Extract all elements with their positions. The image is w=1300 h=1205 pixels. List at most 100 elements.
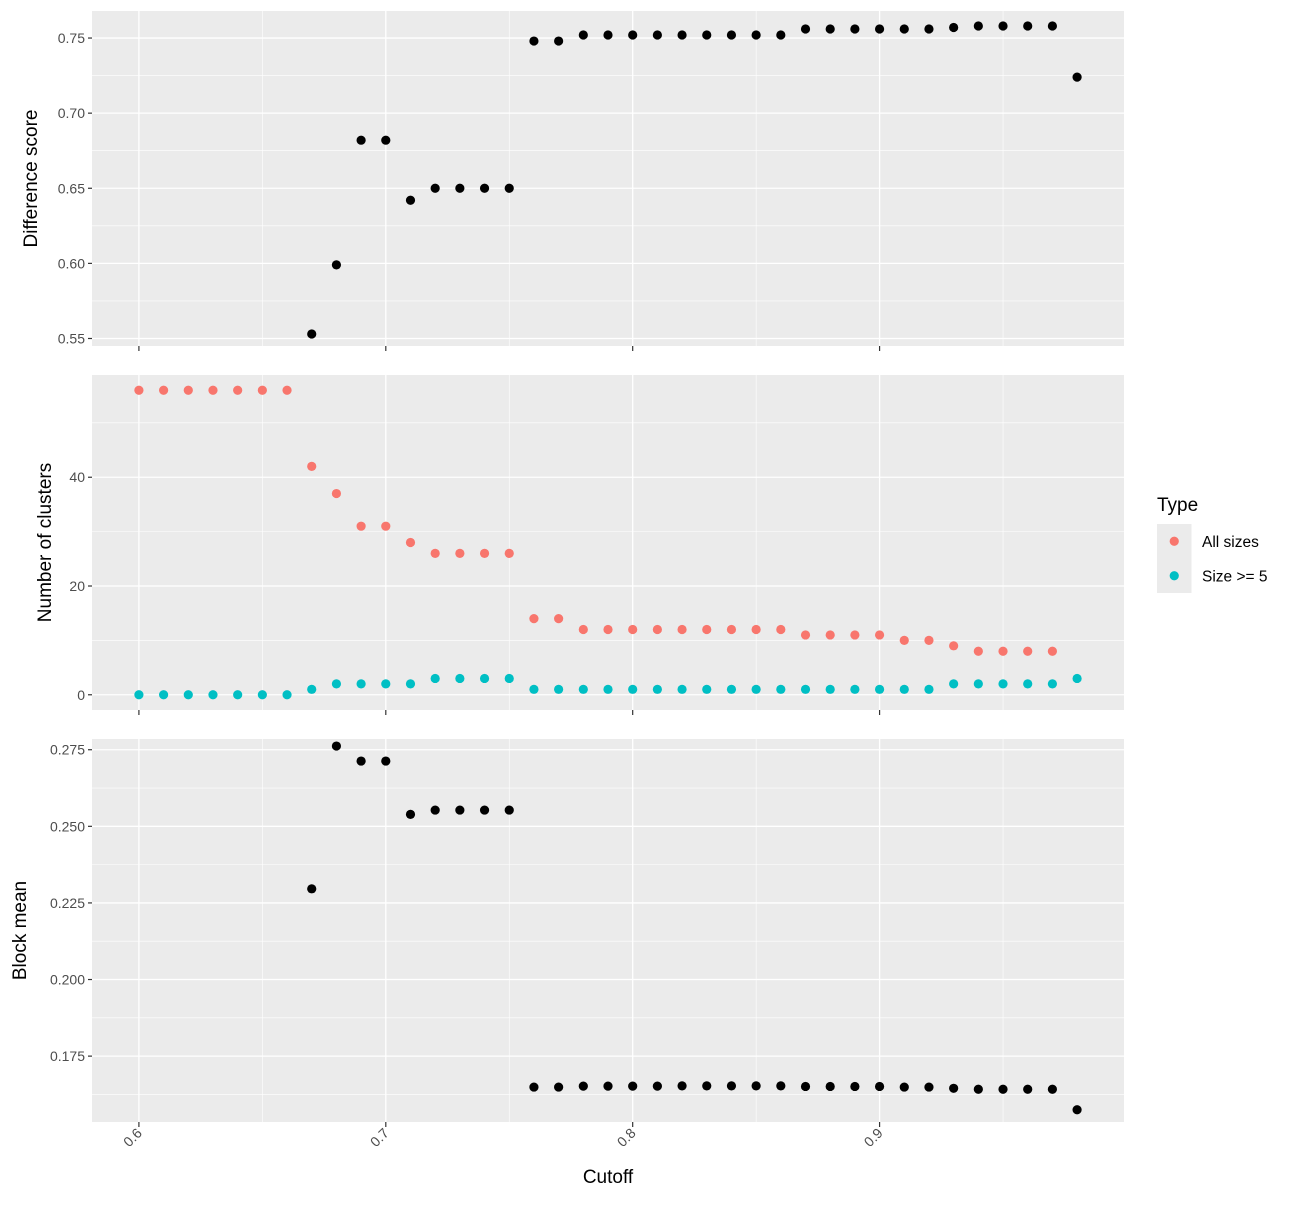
- data-point-panel2-series1: [405, 537, 416, 548]
- y-tick-label: 40: [69, 469, 85, 485]
- data-point-panel2-series2: [381, 679, 391, 689]
- data-point-panel2-series1: [183, 385, 193, 395]
- y-tick-label: 0.275: [50, 742, 85, 758]
- data-point-panel2-series2: [899, 684, 909, 694]
- data-point-panel2-series1: [949, 641, 959, 651]
- data-point-panel3-series1: [603, 1081, 613, 1091]
- panel-2: 0 20 40 Number of clusters: [35, 375, 1124, 715]
- data-point-panel3-series1: [307, 884, 317, 894]
- panel-3: 0.175 0.200 0.225 0.250 0.275 Block mean: [10, 739, 1124, 1127]
- panel-1: 0.55 0.60 0.65 0.70 0.75 Difference score: [21, 11, 1124, 351]
- data-point-panel2-series1: [529, 614, 539, 624]
- data-point-panel2-series2: [282, 690, 292, 700]
- data-point-panel2-series1: [998, 646, 1008, 656]
- data-point-panel2-series1: [874, 630, 885, 640]
- data-point-panel2-series1: [381, 521, 391, 531]
- data-point-panel3-series1: [381, 756, 391, 766]
- data-point-panel3-series1: [479, 805, 490, 815]
- data-point-panel3-series1: [677, 1081, 687, 1091]
- data-point-panel2-series1: [776, 624, 786, 635]
- data-point-panel2-series1: [208, 385, 218, 395]
- data-point-panel2-series2: [628, 684, 638, 694]
- data-point-panel1-series1: [479, 183, 490, 193]
- y-tick-label: 0.60: [58, 255, 85, 271]
- data-point-panel1-series1: [504, 183, 514, 193]
- data-point-panel2-series2: [183, 690, 193, 700]
- data-point-panel2-series1: [479, 548, 490, 558]
- data-point-panel1-series1: [405, 195, 416, 205]
- data-point-panel3-series1: [776, 1081, 786, 1091]
- data-point-panel2-series2: [751, 684, 761, 694]
- data-point-panel1-series1: [652, 30, 662, 40]
- data-point-panel2-series2: [356, 679, 366, 689]
- legend: Type All sizes Size >= 5: [1157, 495, 1268, 593]
- data-point-panel2-series2: [652, 684, 662, 694]
- y-tick-label: 0.225: [50, 895, 85, 911]
- legend-title: Type: [1157, 495, 1198, 516]
- panel-background: [92, 739, 1124, 1122]
- y-tick-label: 0.175: [50, 1048, 85, 1064]
- data-point-panel2-series1: [628, 624, 638, 635]
- y-tick-label: 0.55: [58, 330, 85, 346]
- data-point-panel2-series1: [751, 624, 761, 635]
- data-point-panel3-series1: [850, 1081, 860, 1092]
- data-point-panel2-series1: [430, 548, 440, 558]
- data-point-panel2-series2: [776, 684, 786, 694]
- data-point-panel2-series1: [825, 630, 835, 640]
- data-point-panel2-series2: [257, 690, 267, 700]
- data-point-panel2-series1: [504, 548, 514, 558]
- data-point-panel1-series1: [998, 21, 1008, 31]
- data-point-panel2-series1: [652, 624, 662, 635]
- data-point-panel2-series2: [134, 690, 144, 700]
- data-point-panel3-series1: [405, 809, 416, 819]
- data-point-panel3-series1: [1072, 1105, 1082, 1115]
- data-point-panel1-series1: [800, 24, 811, 34]
- data-point-panel1-series1: [1047, 21, 1058, 31]
- data-point-panel3-series1: [430, 805, 440, 815]
- data-point-panel3-series1: [973, 1084, 983, 1094]
- data-point-panel2-series2: [603, 684, 613, 694]
- legend-marker: [1169, 536, 1179, 546]
- data-point-panel1-series1: [751, 30, 761, 40]
- data-point-panel2-series2: [677, 684, 687, 694]
- data-point-panel1-series1: [529, 36, 539, 46]
- data-point-panel1-series1: [776, 30, 786, 40]
- data-point-panel2-series1: [899, 635, 909, 645]
- data-point-panel2-series1: [1047, 646, 1058, 656]
- data-point-panel3-series1: [825, 1081, 835, 1092]
- data-point-panel3-series1: [652, 1081, 662, 1091]
- data-point-panel2-series2: [973, 679, 983, 689]
- y-axis-title: Difference score: [21, 110, 42, 248]
- data-point-panel2-series2: [924, 684, 934, 694]
- data-point-panel2-series2: [307, 684, 317, 694]
- y-tick-label: 0: [77, 687, 85, 703]
- y-axis-title: Number of clusters: [35, 463, 56, 622]
- legend-label: Size >= 5: [1202, 569, 1268, 586]
- y-tick-label: 0.65: [58, 180, 85, 196]
- data-point-panel2-series1: [134, 385, 144, 395]
- data-point-panel3-series1: [924, 1082, 934, 1092]
- data-point-panel2-series2: [504, 673, 514, 684]
- data-point-panel2-series1: [1023, 646, 1033, 656]
- data-point-panel1-series1: [949, 22, 959, 33]
- data-point-panel3-series1: [702, 1081, 712, 1091]
- data-point-panel1-series1: [628, 30, 638, 40]
- data-point-panel2-series2: [405, 679, 416, 689]
- data-point-panel3-series1: [899, 1082, 909, 1092]
- data-point-panel2-series1: [282, 385, 292, 395]
- data-point-panel2-series2: [1047, 679, 1058, 689]
- y-tick-label: 0.200: [50, 972, 85, 988]
- x-axis-title: Cutoff: [583, 1167, 634, 1188]
- data-point-panel3-series1: [628, 1081, 638, 1091]
- data-point-panel2-series1: [307, 461, 317, 471]
- data-point-panel2-series2: [825, 684, 835, 694]
- data-point-panel3-series1: [554, 1082, 564, 1092]
- data-point-panel2-series1: [233, 385, 243, 395]
- data-point-panel2-series1: [257, 385, 267, 395]
- data-point-panel1-series1: [677, 30, 687, 40]
- data-point-panel2-series2: [850, 684, 860, 694]
- data-point-panel2-series1: [158, 385, 169, 395]
- y-axis-title: Block mean: [10, 881, 31, 980]
- data-point-panel2-series1: [677, 624, 687, 635]
